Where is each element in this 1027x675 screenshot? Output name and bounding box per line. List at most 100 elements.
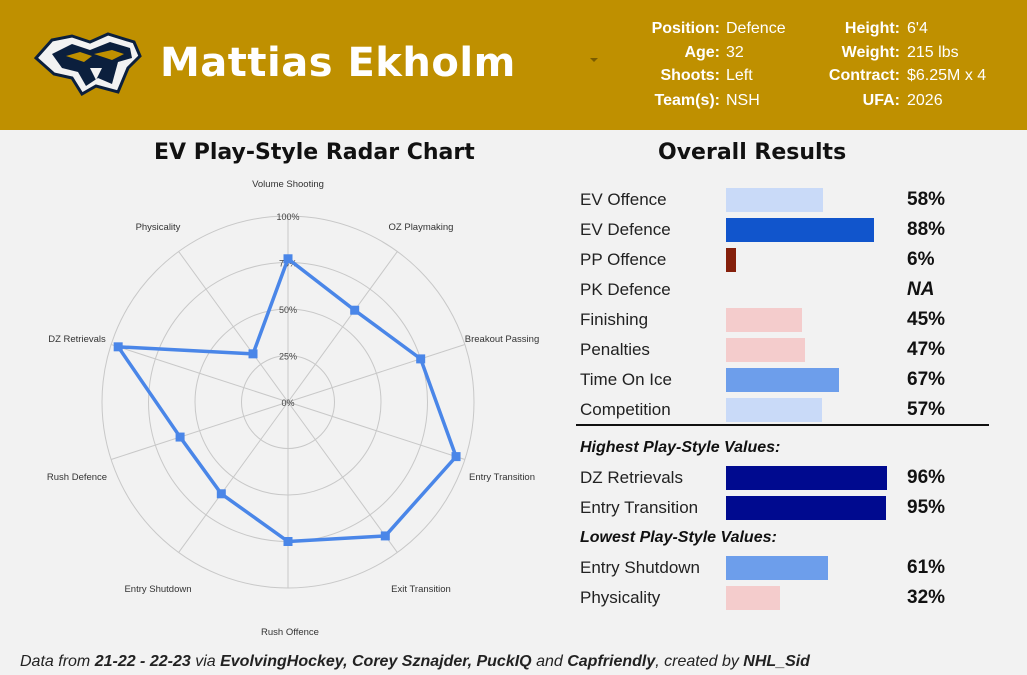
radar-axis-label: OZ Playmaking <box>389 222 454 233</box>
radar-axis-label: Rush Offence <box>261 627 319 638</box>
radar-spoke <box>287 401 466 460</box>
result-value: 88% <box>907 219 946 240</box>
info-value: 32 <box>726 44 744 61</box>
radar-spoke <box>110 344 289 403</box>
header-banner: Mattias Ekholm Position: Defence Age: 32… <box>0 0 1027 130</box>
info-label: Weight: <box>841 44 900 61</box>
info-value: Left <box>726 67 753 84</box>
info-label: Height: <box>844 20 900 37</box>
radar-point <box>283 537 293 546</box>
result-value: 32% <box>907 587 946 608</box>
result-bar <box>726 556 829 580</box>
radar-point <box>248 349 258 359</box>
radar-point <box>216 489 226 499</box>
radar-tick-label: 50% <box>279 305 297 315</box>
result-label: Penalties <box>580 340 650 359</box>
result-value: 96% <box>907 467 946 488</box>
radar-axis-label: Exit Transition <box>391 584 451 595</box>
result-value: 95% <box>907 497 946 518</box>
result-bar <box>726 248 737 272</box>
result-label: EV Defence <box>580 220 671 239</box>
info-label: UFA: <box>862 92 900 109</box>
result-bar <box>726 188 824 212</box>
radar-point <box>380 531 390 541</box>
info-value: 215 lbs <box>907 44 959 61</box>
radar-point <box>113 342 123 352</box>
result-bar <box>726 398 822 422</box>
radar-point <box>283 254 293 264</box>
highest-values-heading: Highest Play-Style Values: <box>580 439 781 456</box>
radar-point <box>416 354 426 364</box>
result-label: Physicality <box>580 588 661 607</box>
info-label: Position: <box>651 20 720 37</box>
footer-text: Data from <box>20 653 95 670</box>
footer-text: , created by <box>655 653 744 670</box>
result-value: 57% <box>907 399 946 420</box>
result-value: NA <box>907 279 935 300</box>
radar-spoke <box>287 251 398 403</box>
footer-text: via <box>190 653 221 670</box>
radar-axis-label: Volume Shooting <box>252 179 324 190</box>
footer-credits: Data from 21-22 - 22-23 via EvolvingHock… <box>20 653 810 671</box>
info-value: Defence <box>726 20 786 37</box>
radar-tick-label: 25% <box>279 352 297 362</box>
radar-spoke <box>110 401 289 460</box>
result-value: 67% <box>907 369 946 390</box>
info-label: Contract: <box>828 67 900 84</box>
radar-axis-label: Entry Transition <box>469 472 535 483</box>
radar-axis-label: Entry Shutdown <box>124 584 191 595</box>
info-value: $6.25M x 4 <box>907 67 987 84</box>
result-label: PK Defence <box>580 280 671 299</box>
result-bar <box>726 338 805 362</box>
info-value: NSH <box>726 92 760 109</box>
footer-seasons: 21-22 - 22-23 <box>94 653 191 670</box>
result-value: 45% <box>907 309 946 330</box>
result-value: 47% <box>907 339 946 360</box>
footer-source: Capfriendly <box>567 653 656 670</box>
results-title: Overall Results <box>658 140 847 165</box>
predators-logo <box>33 32 142 97</box>
result-label: Finishing <box>580 310 649 329</box>
radar-point <box>350 305 360 315</box>
radar-spoke <box>287 344 466 403</box>
result-label: Time On Ice <box>580 370 672 389</box>
info-label: Shoots: <box>660 67 720 84</box>
result-label: DZ Retrievals <box>580 468 683 487</box>
result-bar <box>726 586 780 610</box>
info-value: 2026 <box>907 92 943 109</box>
result-bar <box>726 496 886 520</box>
radar-tick-label: 0% <box>281 398 294 408</box>
result-bar <box>726 308 802 332</box>
result-label: Entry Shutdown <box>580 558 701 577</box>
radar-axis-label: Physicality <box>136 222 181 233</box>
info-label: Team(s): <box>654 92 721 109</box>
divider <box>576 424 989 426</box>
footer-author: NHL_Sid <box>743 653 810 670</box>
radar-axis-label: Rush Defence <box>47 472 107 483</box>
radar-point <box>451 452 461 462</box>
footer-sources: EvolvingHockey, Corey Sznajder, PuckIQ <box>220 653 532 670</box>
radar-axis-label: DZ Retrievals <box>48 334 106 345</box>
radar-axis-label: Breakout Passing <box>465 334 539 345</box>
lowest-values-heading: Lowest Play-Style Values: <box>580 529 777 546</box>
radar-spoke <box>178 401 289 553</box>
result-value: 58% <box>907 189 946 210</box>
result-bar <box>726 466 888 490</box>
result-value: 61% <box>907 557 946 578</box>
result-value: 6% <box>907 249 935 270</box>
radar-spoke <box>287 401 398 553</box>
result-bar <box>726 218 874 242</box>
info-label: Age: <box>684 44 720 61</box>
chevron-down-icon[interactable] <box>590 58 598 62</box>
result-label: Entry Transition <box>580 498 699 517</box>
radar-spoke <box>178 251 289 403</box>
result-bar <box>726 368 839 392</box>
footer-text: and <box>531 653 568 670</box>
info-value: 6'4 <box>907 20 928 37</box>
result-label: EV Offence <box>580 190 667 209</box>
radar-chart-title: EV Play-Style Radar Chart <box>154 140 475 165</box>
radar-tick-label: 100% <box>276 212 299 222</box>
result-label: PP Offence <box>580 250 667 269</box>
result-label: Competition <box>580 400 671 419</box>
